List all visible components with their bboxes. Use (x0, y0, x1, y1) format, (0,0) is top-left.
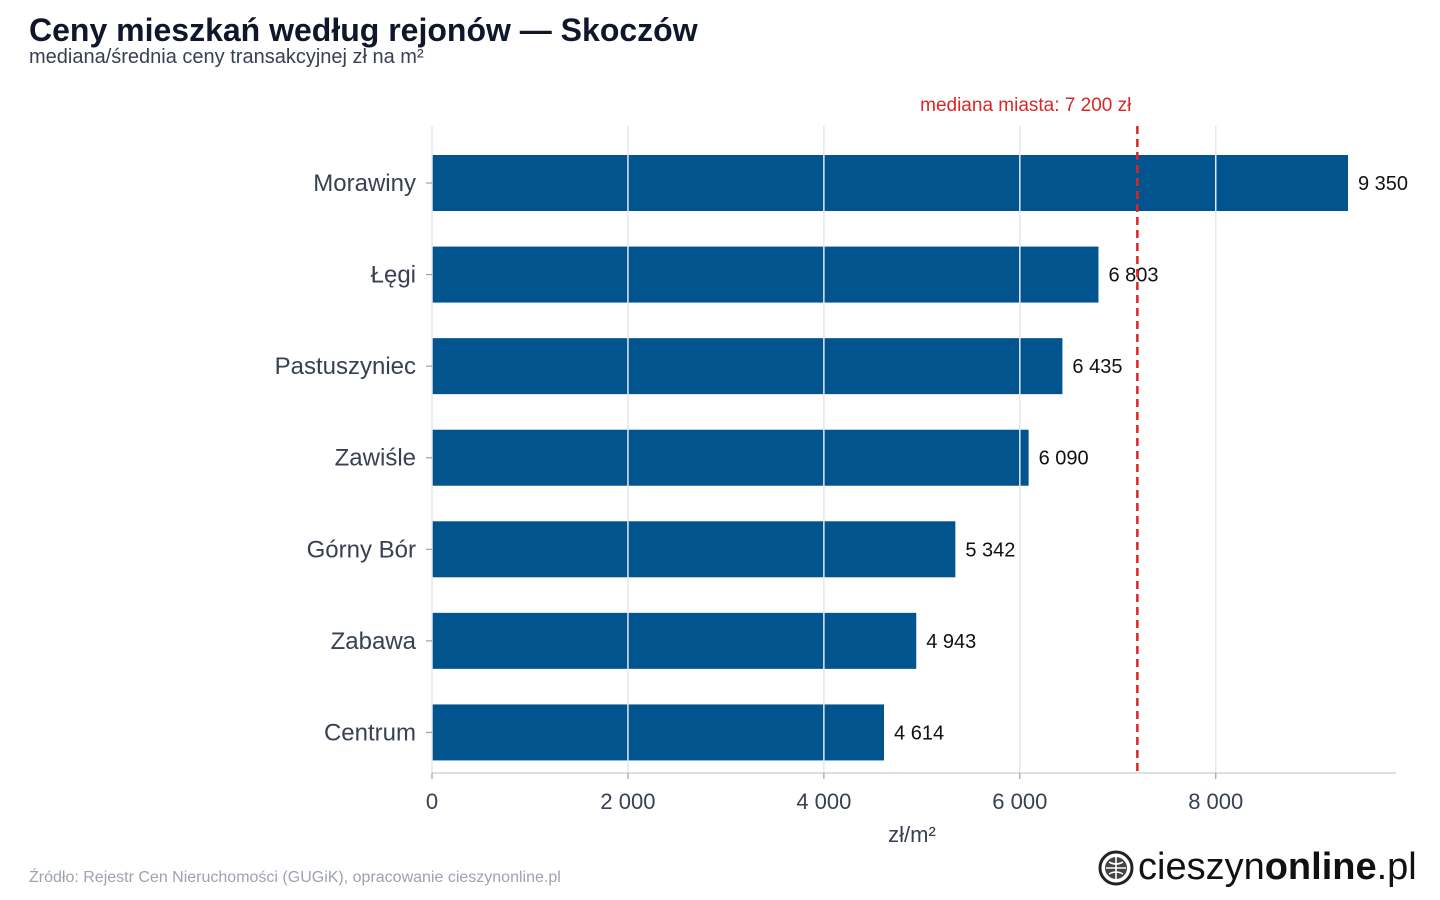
x-tick-label: 0 (426, 789, 438, 814)
bar (432, 612, 917, 669)
bar (432, 429, 1029, 486)
bar (432, 704, 885, 761)
category-label: Centrum (324, 719, 416, 746)
source-note: Źródło: Rejestr Cen Nieruchomości (GUGiK… (29, 869, 561, 886)
logo-text-regular: cieszyn (1138, 846, 1265, 888)
bar (432, 338, 1063, 395)
category-label: Pastuszyniec (275, 353, 416, 380)
logo-text-bold: online (1264, 846, 1377, 888)
bar (432, 155, 1348, 211)
bar (432, 521, 956, 578)
value-label: 9 350 (1358, 173, 1408, 195)
x-tick-label: 2 000 (600, 789, 655, 814)
category-label: Morawiny (313, 170, 416, 197)
category-label: Górny Bór (307, 536, 416, 563)
value-label: 6 435 (1072, 356, 1122, 378)
chart-title: Ceny mieszkań według rejonów — Skoczów (29, 12, 698, 48)
x-axis-label: zł/m² (888, 822, 936, 847)
category-label: Łęgi (371, 262, 416, 289)
value-label: 6 803 (1108, 265, 1158, 287)
x-tick-label: 8 000 (1188, 789, 1243, 814)
x-tick-label: 4 000 (796, 789, 851, 814)
chart-subtitle: mediana/średnia ceny transakcyjnej zł na… (29, 46, 424, 68)
value-label: 5 342 (965, 539, 1015, 561)
value-label: 4 943 (926, 631, 976, 653)
median-label: mediana miasta: 7 200 zł (920, 95, 1132, 116)
site-logo: cieszyn online .pl (1098, 846, 1417, 889)
bar (432, 246, 1099, 303)
category-label: Zabawa (331, 628, 417, 655)
value-label: 6 090 (1039, 448, 1089, 470)
globe-icon (1098, 850, 1134, 885)
logo-text-suffix: .pl (1376, 846, 1417, 888)
x-tick-label: 6 000 (992, 789, 1047, 814)
value-label: 4 614 (894, 722, 944, 744)
category-label: Zawiśle (335, 445, 416, 472)
